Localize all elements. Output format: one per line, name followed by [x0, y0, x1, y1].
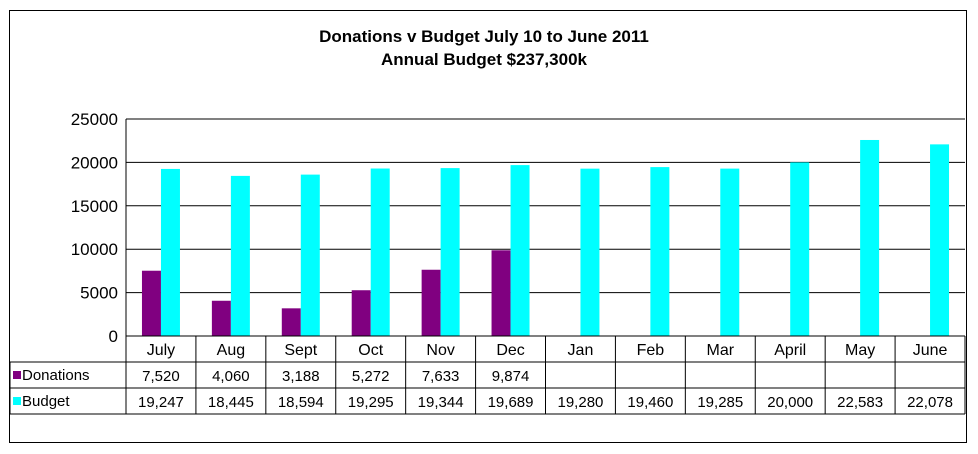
data-label: 9,874: [492, 368, 530, 385]
bar-budget: [580, 168, 600, 336]
data-label: 19,689: [488, 394, 534, 411]
data-label: 7,520: [142, 368, 180, 385]
data-label: 19,460: [627, 394, 673, 411]
y-tick-label: 15000: [71, 197, 118, 216]
legend-key: [13, 371, 21, 379]
data-label: 3,188: [282, 368, 320, 385]
gridlines: [126, 118, 965, 294]
data-label: 19,344: [418, 394, 464, 411]
bar-budget: [790, 162, 810, 336]
bar-donations: [281, 308, 301, 336]
data-label: 7,633: [422, 368, 460, 385]
x-tick-label: Aug: [217, 342, 245, 359]
data-label: 18,445: [208, 394, 254, 411]
y-tick-label: 5000: [80, 284, 118, 303]
bar-budget: [440, 168, 460, 336]
chart-canvas: Donations v Budget July 10 to June 2011 …: [10, 27, 966, 415]
chart-frame: Donations v Budget July 10 to June 2011 …: [9, 10, 967, 443]
bar-budget: [370, 168, 390, 336]
y-tick-label: 10000: [71, 240, 118, 259]
x-tick-label: May: [845, 342, 875, 359]
data-label: 5,272: [352, 368, 390, 385]
bar-budget: [230, 175, 250, 336]
bar-budget: [650, 167, 670, 336]
bar-budget: [930, 144, 950, 336]
data-label: 22,583: [837, 394, 883, 411]
bar-donations: [351, 290, 371, 336]
legend-label: Budget: [22, 393, 70, 410]
data-label: 4,060: [212, 368, 250, 385]
data-label: 19,285: [697, 394, 743, 411]
data-label: 22,078: [907, 394, 953, 411]
bar-donations: [491, 250, 511, 336]
x-tick-label: July: [147, 342, 175, 359]
bar-donations: [421, 269, 441, 336]
x-tick-label: Oct: [358, 342, 383, 359]
x-tick-label: Nov: [426, 342, 454, 359]
bar-budget: [510, 165, 530, 336]
bar-budget: [720, 168, 740, 336]
legend-key: [13, 397, 21, 405]
legend-label: Donations: [22, 367, 90, 384]
y-tick-label: 25000: [71, 110, 118, 129]
bar-donations: [141, 270, 161, 336]
y-tick-label: 20000: [71, 153, 118, 172]
bars: [141, 139, 950, 336]
x-tick-label: Mar: [707, 342, 735, 359]
bar-budget: [300, 174, 320, 336]
data-label: 19,295: [348, 394, 394, 411]
axes: 0 5000 10000 15000 20000 25000: [71, 110, 127, 346]
bar-donations: [211, 300, 231, 336]
bar-budget: [860, 139, 880, 336]
x-tick-label: Jan: [568, 342, 594, 359]
x-tick-label: Feb: [637, 342, 665, 359]
x-tick-label: Dec: [496, 342, 524, 359]
data-label: 20,000: [767, 394, 813, 411]
data-table: July Aug Sept Oct Nov Dec Jan Feb Mar April May Jun…: [10, 335, 966, 415]
x-tick-label: Sept: [284, 342, 317, 359]
y-tick-label: 0: [109, 327, 118, 346]
chart-title: Donations v Budget July 10 to June 2011: [319, 27, 649, 46]
data-label: 19,247: [138, 394, 184, 411]
bar-budget: [160, 168, 180, 336]
x-tick-label: June: [913, 342, 948, 359]
data-label: 18,594: [278, 394, 324, 411]
x-tick-label: April: [774, 342, 806, 359]
chart-subtitle: Annual Budget $237,300k: [381, 50, 588, 69]
data-label: 19,280: [558, 394, 604, 411]
